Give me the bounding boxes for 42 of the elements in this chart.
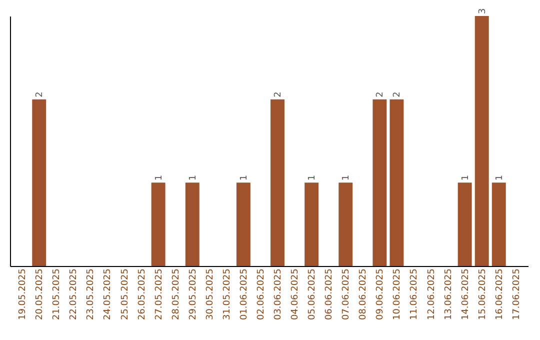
- x-tick-label: 07.06.2025: [342, 268, 352, 320]
- x-tick-label: 22.05.2025: [69, 268, 80, 320]
- x-tick-label: 11.06.2025: [410, 268, 420, 320]
- x-tick-label: 05.06.2025: [308, 268, 318, 320]
- x-tick-label: 27.05.2025: [154, 268, 164, 320]
- x-tick-label: 13.06.2025: [444, 268, 454, 320]
- data-label: 1: [460, 174, 471, 181]
- x-tick-label: 21.05.2025: [52, 268, 62, 320]
- x-tick-label: 16.06.2025: [494, 268, 505, 320]
- x-tick-label: 23.05.2025: [86, 268, 96, 320]
- data-label: 1: [308, 174, 318, 181]
- x-tick-label: 15.06.2025: [478, 268, 488, 320]
- x-tick-label: 06.06.2025: [324, 268, 335, 320]
- x-tick-label: 03.06.2025: [274, 268, 284, 320]
- x-tick-label: 17.06.2025: [512, 268, 522, 320]
- x-tick-label: 08.06.2025: [358, 268, 369, 320]
- x-tick-label: 19.05.2025: [18, 268, 28, 320]
- x-tick-label: 09.06.2025: [376, 268, 386, 320]
- x-tick-label: 29.05.2025: [188, 268, 198, 320]
- data-label: 1: [154, 174, 164, 181]
- data-label: 1: [239, 174, 250, 181]
- data-label: 1: [188, 174, 198, 181]
- data-label: 1: [342, 174, 352, 181]
- x-tick-label: 04.06.2025: [290, 268, 301, 320]
- data-label: 2: [35, 92, 46, 98]
- x-tick-label: 12.06.2025: [426, 268, 437, 320]
- x-tick-label: 28.05.2025: [171, 268, 182, 320]
- x-tick-label: 24.05.2025: [103, 268, 114, 320]
- x-tick-label: 30.05.2025: [205, 268, 216, 320]
- x-tick-label: 02.06.2025: [256, 268, 266, 320]
- data-label: 2: [274, 92, 284, 98]
- x-tick-label: 26.05.2025: [137, 268, 148, 320]
- x-tick-label: 31.05.2025: [222, 268, 232, 320]
- x-tick-label: 20.05.2025: [35, 268, 46, 320]
- x-tick-label: 25.05.2025: [120, 268, 130, 320]
- x-tick-label: 10.06.2025: [392, 268, 403, 320]
- data-label: 1: [494, 174, 505, 181]
- data-label: 2: [376, 92, 386, 98]
- data-label: 3: [478, 8, 488, 14]
- x-tick-label: 14.06.2025: [460, 268, 471, 320]
- data-label: 2: [392, 92, 403, 98]
- x-tick-label: 01.06.2025: [239, 268, 250, 320]
